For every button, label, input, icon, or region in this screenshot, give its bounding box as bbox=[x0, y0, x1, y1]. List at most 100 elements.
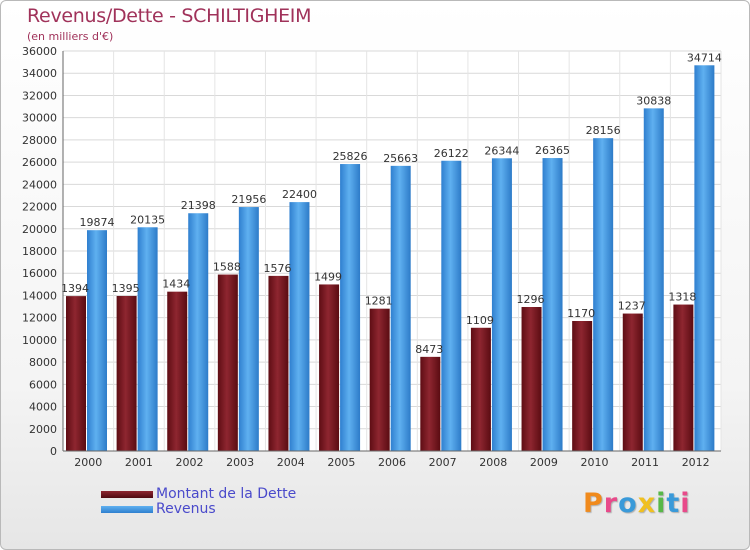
bar-revenus bbox=[491, 158, 512, 452]
y-tick-label: 4000 bbox=[29, 401, 57, 414]
data-label-revenus: 25826 bbox=[333, 150, 368, 163]
legend-swatch-dette bbox=[101, 491, 153, 498]
legend-label-dette: Montant de la Dette bbox=[156, 486, 297, 502]
data-label-revenus: 20135 bbox=[130, 213, 165, 226]
y-tick-label: 16000 bbox=[22, 267, 57, 280]
y-tick-label: 20000 bbox=[22, 223, 57, 236]
bar-revenus bbox=[188, 213, 209, 451]
bar-dette bbox=[66, 296, 86, 451]
y-tick-label: 6000 bbox=[29, 378, 57, 391]
y-tick-label: 28000 bbox=[22, 134, 57, 147]
logo-letter: i bbox=[656, 488, 667, 519]
bar-dette bbox=[622, 313, 643, 451]
data-label-revenus: 34714 bbox=[687, 51, 722, 64]
x-tick-label: 2008 bbox=[479, 456, 507, 469]
bar-revenus bbox=[593, 138, 614, 451]
bar-revenus bbox=[137, 227, 158, 451]
x-tick-label: 2002 bbox=[176, 456, 204, 469]
data-label-dette: 1434 bbox=[162, 278, 190, 291]
legend-label-revenus: Revenus bbox=[156, 501, 216, 517]
bar-dette bbox=[572, 321, 593, 451]
logo-letter: r bbox=[603, 488, 619, 519]
bar-dette bbox=[420, 356, 441, 451]
y-tick-label: 2000 bbox=[29, 423, 57, 436]
y-tick-label: 22000 bbox=[22, 201, 57, 214]
bar-dette bbox=[116, 296, 137, 451]
x-tick-label: 2012 bbox=[682, 456, 710, 469]
logo-letter: t bbox=[666, 488, 681, 519]
y-tick-label: 18000 bbox=[22, 245, 57, 258]
bar-dette bbox=[521, 307, 542, 451]
bar-dette bbox=[369, 308, 390, 451]
x-tick-label: 2007 bbox=[429, 456, 457, 469]
logo-letter: o bbox=[618, 488, 638, 519]
y-tick-label: 32000 bbox=[22, 89, 57, 102]
data-label-dette: 1576 bbox=[263, 262, 291, 275]
data-label-dette: 1109 bbox=[466, 314, 494, 327]
data-label-revenus: 22400 bbox=[282, 188, 317, 201]
x-tick-label: 2000 bbox=[74, 456, 102, 469]
bar-dette bbox=[319, 284, 340, 451]
bar-revenus bbox=[542, 158, 563, 452]
y-tick-label: 8000 bbox=[29, 356, 57, 369]
proxiti-logo: Proxiti bbox=[583, 488, 691, 519]
x-tick-label: 2011 bbox=[631, 456, 659, 469]
bar-revenus bbox=[87, 230, 107, 451]
data-label-dette: 1318 bbox=[668, 291, 696, 304]
data-label-revenus: 26365 bbox=[535, 144, 570, 157]
data-label-dette: 1499 bbox=[314, 270, 342, 283]
data-label-dette: 1588 bbox=[213, 261, 241, 274]
y-tick-label: 26000 bbox=[22, 156, 57, 169]
data-label-revenus: 25663 bbox=[383, 152, 418, 165]
page-title: Revenus/Dette - SCHILTIGHEIM bbox=[27, 5, 312, 27]
y-tick-label: 14000 bbox=[22, 289, 57, 302]
data-label-revenus: 21956 bbox=[231, 193, 266, 206]
bar-revenus bbox=[238, 207, 259, 451]
bar-dette bbox=[167, 291, 188, 451]
y-tick-label: 12000 bbox=[22, 312, 57, 325]
bar-revenus bbox=[694, 65, 715, 452]
x-tick-label: 2003 bbox=[226, 456, 254, 469]
data-label-dette: 1395 bbox=[112, 282, 140, 295]
x-tick-label: 2006 bbox=[378, 456, 406, 469]
y-tick-label: 24000 bbox=[22, 178, 57, 191]
bar-dette bbox=[673, 304, 694, 451]
bar-dette bbox=[268, 275, 289, 451]
data-label-dette: 1394 bbox=[61, 282, 89, 295]
data-label-dette: 1296 bbox=[517, 293, 545, 306]
data-label-dette: 1170 bbox=[567, 307, 595, 320]
bar-revenus bbox=[390, 165, 411, 451]
data-label-revenus: 19874 bbox=[80, 216, 115, 229]
bar-dette bbox=[470, 327, 491, 451]
data-label-revenus: 28156 bbox=[586, 124, 621, 137]
bar-dette bbox=[217, 274, 238, 451]
x-tick-label: 2009 bbox=[530, 456, 558, 469]
data-label-revenus: 26344 bbox=[484, 144, 519, 157]
logo-letter: x bbox=[637, 488, 657, 519]
y-tick-label: 0 bbox=[50, 445, 57, 458]
y-tick-label: 36000 bbox=[22, 45, 57, 58]
bar-revenus bbox=[643, 108, 664, 451]
bar-revenus bbox=[289, 202, 310, 451]
legend-swatch-revenus bbox=[101, 506, 153, 513]
y-tick-label: 10000 bbox=[22, 334, 57, 347]
data-label-dette: 8473 bbox=[415, 343, 443, 356]
data-label-dette: 1237 bbox=[618, 300, 646, 313]
data-label-revenus: 30838 bbox=[636, 94, 671, 107]
bar-revenus bbox=[441, 160, 462, 451]
x-tick-label: 2004 bbox=[277, 456, 305, 469]
x-tick-label: 2005 bbox=[327, 456, 355, 469]
data-label-revenus: 21398 bbox=[181, 199, 216, 212]
logo-letter: i bbox=[680, 488, 691, 519]
chart-subtitle: (en milliers d'€) bbox=[27, 30, 114, 43]
data-label-dette: 1281 bbox=[365, 295, 393, 308]
logo-letter: P bbox=[583, 488, 604, 519]
y-tick-label: 34000 bbox=[22, 67, 57, 80]
y-tick-label: 30000 bbox=[22, 112, 57, 125]
data-label-revenus: 26122 bbox=[434, 147, 469, 160]
bar-revenus bbox=[340, 164, 361, 452]
x-tick-label: 2010 bbox=[580, 456, 608, 469]
x-tick-label: 2001 bbox=[125, 456, 153, 469]
